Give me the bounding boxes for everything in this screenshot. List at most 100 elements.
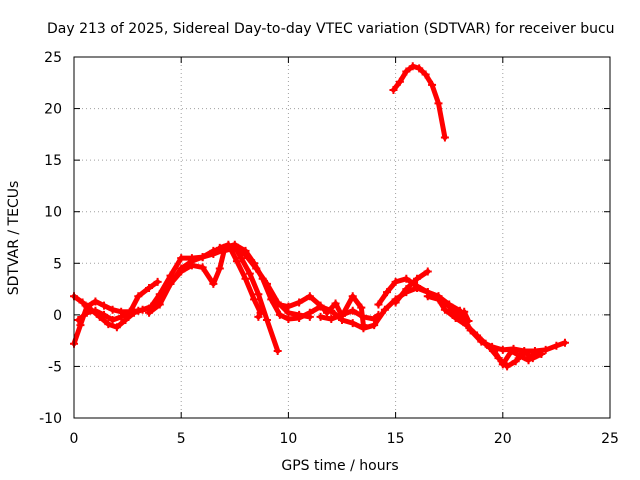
data-point [402,285,411,294]
data-point [421,70,430,79]
data-point [370,314,379,323]
data-point [177,254,186,263]
data-point [76,321,85,330]
data-point [402,67,411,76]
data-point [215,243,224,252]
data-point [74,316,83,325]
data-point [78,298,87,307]
data-point [316,312,325,321]
data-point [145,308,154,317]
data-point [117,312,126,321]
data-point [327,314,336,323]
data-point [284,302,293,311]
data-point [395,77,404,86]
data-point [380,305,389,314]
data-point [498,345,507,354]
data-point [357,303,366,312]
data-point [359,321,368,330]
data-point [138,305,147,314]
x-tick-label: 15 [387,431,405,447]
data-point [305,292,314,301]
data-point [91,306,100,315]
data-point [232,257,241,266]
data-point [254,290,263,299]
data-point [153,277,162,286]
data-point [402,274,411,283]
data-point [434,99,443,108]
data-point [440,305,449,314]
data-point [374,300,383,309]
data-point [250,295,259,304]
data-point [440,133,449,142]
data-point [428,80,437,89]
x-tick-label: 5 [177,431,186,447]
series-track-9 [393,269,431,305]
series-track-3 [75,279,161,323]
data-point [528,354,537,363]
x-axis-label: GPS time / hours [281,458,398,474]
data-point [477,336,486,345]
chart-title: Day 213 of 2025, Sidereal Day-to-day VTE… [47,21,615,37]
data-point [338,310,346,319]
y-tick-label: 0 [53,308,62,324]
data-point [316,301,325,310]
y-tick-label: 5 [53,256,62,272]
data-point [413,274,422,283]
data-point [462,321,471,330]
data-point [511,357,520,366]
y-tick-label: 10 [44,205,62,221]
data-point [209,279,218,288]
data-point [503,362,512,371]
data-point [252,264,261,273]
series-layer [70,62,569,371]
data-point [391,277,400,286]
y-tick-label: 25 [44,50,62,66]
data-point [374,310,383,319]
data-point [520,347,529,356]
x-tick-label: 10 [279,431,297,447]
series-track-2 [71,242,568,354]
data-point [552,341,561,350]
data-point [108,316,117,325]
data-point [408,62,417,71]
data-point [423,267,432,276]
data-point [275,310,284,319]
data-point [112,323,121,332]
data-point [177,267,186,276]
series-track-12 [391,63,448,140]
data-point [413,281,422,290]
data-point [348,319,357,328]
data-point [166,271,175,280]
data-point [507,346,516,355]
tick-layer: 0 5 10 15 20 25 -10 -5 0 5 10 15 20 25 [39,50,619,447]
data-point [256,308,265,317]
data-point [241,251,250,260]
data-point [537,350,546,359]
data-point [273,346,282,355]
data-point [125,308,134,317]
y-tick-label: -5 [48,359,62,375]
data-point [241,274,250,283]
data-point [108,305,117,314]
x-tick-label: 25 [601,431,619,447]
data-point [305,312,314,321]
data-point [166,279,175,288]
data-point [348,292,357,301]
data-point [389,86,398,95]
y-tick-label: -10 [39,411,62,427]
data-point [104,320,113,329]
data-point [348,306,357,315]
data-point [383,288,392,297]
data-point [100,310,109,319]
data-point [415,64,424,73]
x-tick-label: 20 [494,431,512,447]
grid-layer [74,57,610,418]
data-point [494,354,503,363]
data-point [295,310,304,319]
data-point [359,312,368,321]
data-point [100,301,109,310]
data-point [187,254,196,263]
data-point [391,298,400,307]
data-point [145,284,154,293]
y-tick-label: 15 [44,153,62,169]
